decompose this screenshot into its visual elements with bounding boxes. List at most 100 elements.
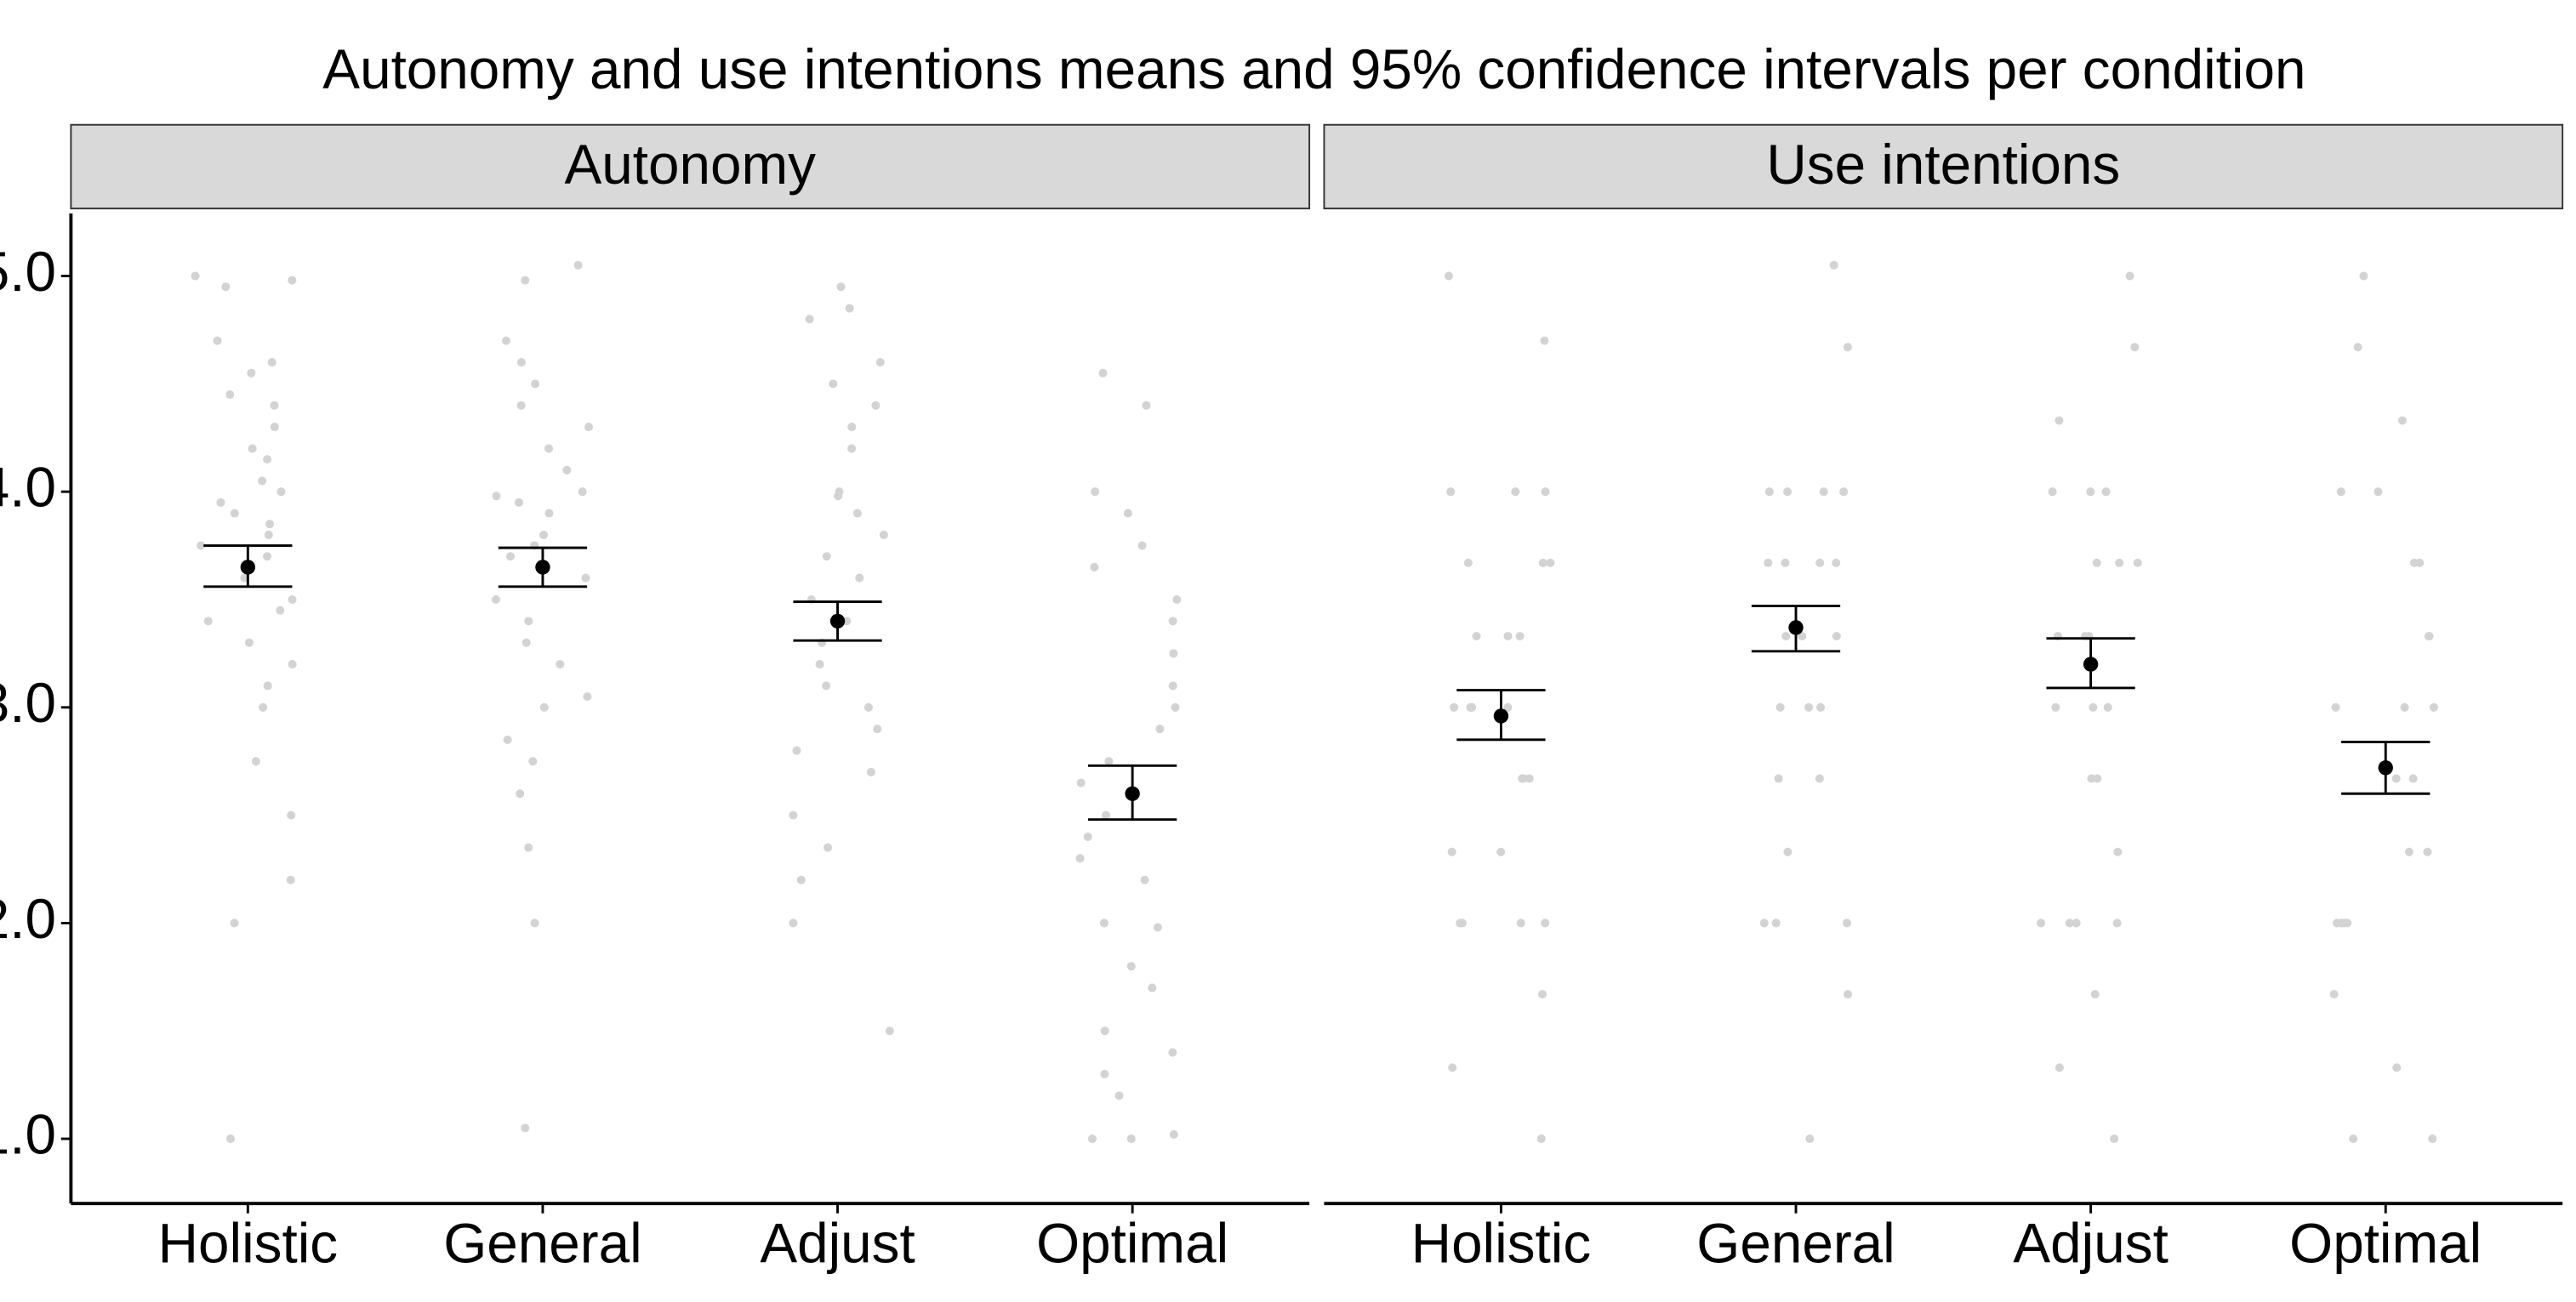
data-point xyxy=(1843,343,1852,352)
data-point xyxy=(829,379,838,389)
data-point xyxy=(521,276,530,285)
data-point xyxy=(2037,918,2046,928)
data-point xyxy=(1448,1063,1457,1072)
data-point xyxy=(789,918,798,928)
data-point xyxy=(2429,702,2438,712)
mean-point xyxy=(2083,657,2099,672)
data-point xyxy=(1519,774,1528,783)
data-point xyxy=(1087,1134,1097,1144)
data-point xyxy=(1126,1134,1136,1144)
data-point xyxy=(1104,757,1114,766)
data-point xyxy=(524,843,533,852)
data-point xyxy=(824,843,833,852)
data-point xyxy=(2133,558,2142,567)
x-tick-label: General xyxy=(443,1213,641,1275)
data-point xyxy=(244,638,254,647)
data-point xyxy=(2359,271,2368,281)
data-point xyxy=(822,681,831,691)
data-point xyxy=(1090,562,1099,571)
data-point xyxy=(789,810,798,820)
data-point xyxy=(1819,487,1828,497)
data-point xyxy=(2428,1134,2437,1144)
mean-point xyxy=(1788,620,1804,635)
data-point xyxy=(1771,918,1781,928)
data-point xyxy=(1168,681,1177,691)
mean-point xyxy=(240,560,256,575)
data-point xyxy=(516,401,526,410)
data-point xyxy=(505,552,516,561)
data-point xyxy=(792,746,801,755)
data-point xyxy=(248,444,257,453)
data-point xyxy=(1503,632,1513,641)
data-point xyxy=(847,423,857,432)
data-point xyxy=(1099,918,1108,928)
data-point xyxy=(1781,558,1790,567)
data-point xyxy=(2392,1063,2402,1072)
data-point xyxy=(544,444,554,453)
data-point xyxy=(2408,774,2418,783)
data-point xyxy=(270,401,279,410)
data-point xyxy=(1783,847,1792,856)
chart-title: Autonomy and use intentions means and 95… xyxy=(322,38,2305,100)
data-point xyxy=(213,336,222,345)
data-point xyxy=(191,271,200,281)
data-point xyxy=(288,594,297,605)
data-point xyxy=(251,757,260,766)
data-point xyxy=(2065,918,2074,928)
data-point xyxy=(1155,725,1165,734)
data-point xyxy=(247,368,256,378)
data-point xyxy=(197,541,206,550)
x-tick-label: Optimal xyxy=(1036,1213,1228,1275)
data-point xyxy=(1839,487,1849,497)
data-point xyxy=(544,509,554,518)
data-point xyxy=(2048,487,2057,497)
x-tick-label: Holistic xyxy=(158,1213,339,1275)
data-point xyxy=(1472,632,1481,641)
data-point xyxy=(1168,617,1177,626)
data-point xyxy=(1123,509,1132,518)
x-tick-label: Adjust xyxy=(2013,1213,2168,1275)
data-point xyxy=(815,660,824,669)
data-point xyxy=(1098,368,1108,378)
data-point xyxy=(2090,990,2100,999)
data-point xyxy=(221,282,231,292)
data-point xyxy=(2055,416,2064,425)
data-point xyxy=(2397,416,2407,425)
data-point xyxy=(1764,558,1773,567)
data-point xyxy=(531,379,540,389)
data-point xyxy=(866,767,876,776)
data-point xyxy=(2424,632,2433,641)
data-point xyxy=(539,530,549,539)
data-point xyxy=(1102,810,1111,820)
data-point xyxy=(2115,558,2124,567)
data-point xyxy=(2110,1134,2119,1144)
data-point xyxy=(879,530,888,539)
data-point xyxy=(873,725,882,734)
data-point xyxy=(1148,983,1157,992)
data-point xyxy=(2089,702,2098,712)
data-point xyxy=(2400,702,2409,712)
data-point xyxy=(501,336,511,345)
data-point xyxy=(875,357,885,367)
data-point xyxy=(1503,702,1513,712)
data-point xyxy=(524,617,533,626)
data-point xyxy=(855,573,864,583)
data-point xyxy=(1169,1129,1178,1140)
strip-header xyxy=(70,123,1311,210)
data-point xyxy=(822,552,831,561)
data-point xyxy=(230,509,239,518)
data-point xyxy=(1137,541,1147,550)
data-point xyxy=(847,444,857,453)
data-point xyxy=(258,476,267,486)
data-point xyxy=(578,487,587,497)
data-point xyxy=(1140,875,1149,884)
mean-point xyxy=(2378,760,2393,776)
data-point xyxy=(584,423,593,432)
data-point xyxy=(1516,918,1525,928)
data-point xyxy=(491,594,500,605)
data-point xyxy=(1100,1069,1109,1079)
data-point xyxy=(1775,702,1785,712)
data-point xyxy=(1781,632,1791,641)
data-point xyxy=(1536,1134,1546,1144)
data-point xyxy=(2113,847,2123,856)
